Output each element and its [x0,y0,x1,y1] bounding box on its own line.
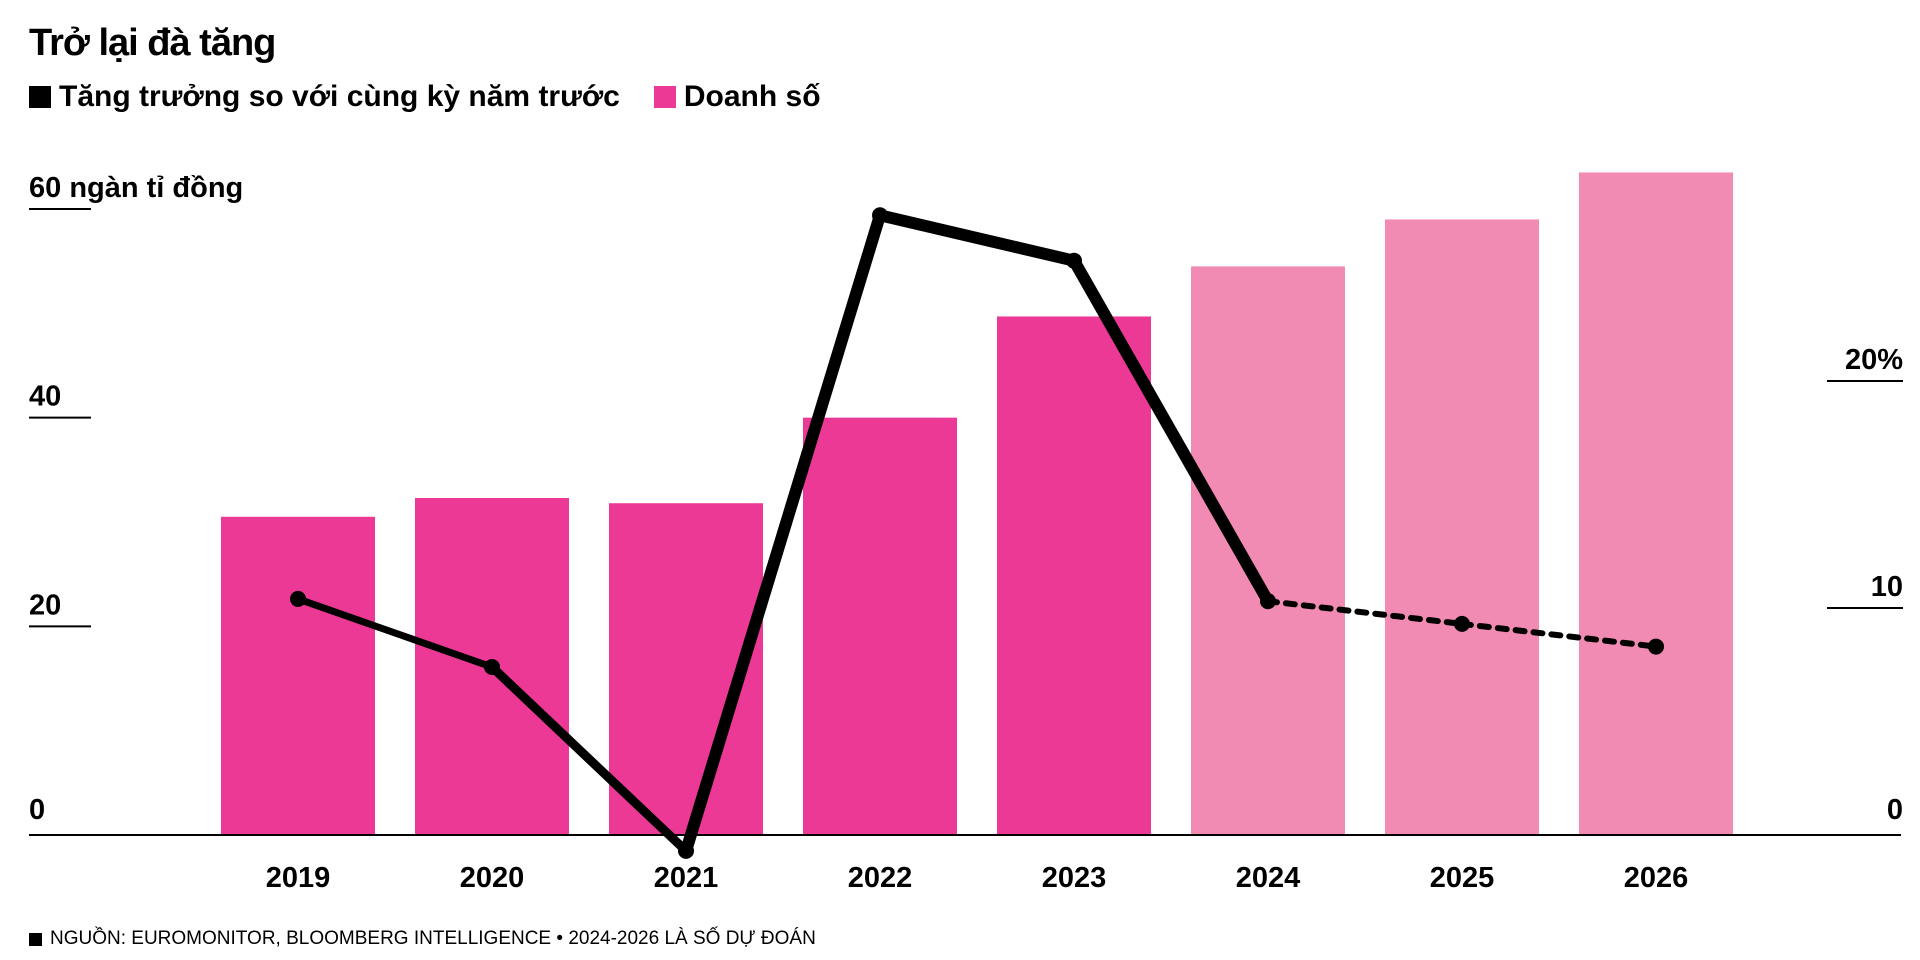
right-tick-label-0: 0 [1887,794,1903,826]
legend-swatch-growth [29,86,51,108]
right-tick-label-10: 10 [1871,571,1903,603]
right-tick-label-20: 20% [1845,344,1903,376]
growth-point-2022 [872,207,888,224]
growth-segment-2025-2026 [1459,620,1659,650]
bar-2023 [997,316,1151,835]
growth-point-2019 [290,590,306,607]
legend-swatch-sales [653,86,676,108]
growth-point-2025 [1454,615,1470,632]
growth-point-2026 [1648,638,1664,655]
x-tick-label-2020: 2020 [460,862,525,894]
growth-segment-2019-2020 [294,595,496,671]
x-tick-label-2026: 2026 [1624,862,1689,894]
growth-segment-2022-2023 [874,209,1080,267]
x-tick-label-2024: 2024 [1236,862,1301,894]
x-tick-label-2022: 2022 [848,862,913,894]
bar-2024 [1191,266,1345,836]
bar-2019 [221,516,375,835]
growth-point-2024 [1260,593,1276,610]
left-tick-label-0: 0 [29,794,45,826]
x-tick-labels: 2019 2020 2021 2022 2023 2024 2025 2026 [266,862,1689,894]
growth-segment-2021-2022 [680,209,886,857]
axes-group: 0 20 40 60 ngàn tỉ đồng 0 10 20% [29,172,1903,836]
x-tick-label-2025: 2025 [1430,862,1495,894]
bar-2025 [1385,219,1539,835]
left-tick-label-20: 20 [29,589,61,621]
growth-point-2023 [1066,252,1082,269]
growth-point-2021 [678,842,694,859]
bar-2022 [803,417,957,835]
legend: Tăng trưởng so với cùng kỳ năm trước Doa… [29,80,855,114]
growth-line-group [290,207,1664,859]
legend-item-growth: Tăng trưởng so với cùng kỳ năm trước [29,80,620,114]
growth-segment-2023-2024 [1068,254,1274,608]
legend-label-sales: Doanh số [683,80,821,113]
footer-square-icon [29,932,42,946]
growth-segment-2020-2021 [487,662,691,856]
growth-point-2020 [484,659,500,676]
legend-item-sales: Doanh số [653,80,821,114]
growth-segment-2024-2025 [1265,598,1465,627]
x-tick-label-2023: 2023 [1042,862,1107,894]
source-note: NGUỒN: EUROMONITOR, BLOOMBERG INTELLIGEN… [29,928,816,950]
bar-group [221,172,1733,836]
left-tick-label-40: 40 [29,381,61,413]
x-tick-label-2019: 2019 [266,862,331,894]
chart-title: Trở lại đà tăng [29,22,276,64]
legend-label-growth: Tăng trưởng so với cùng kỳ năm trước [59,80,620,113]
x-tick-label-2021: 2021 [654,862,719,894]
bar-2026 [1579,172,1733,835]
source-text: NGUỒN: EUROMONITOR, BLOOMBERG INTELLIGEN… [50,928,816,949]
left-tick-label-60: 60 ngàn tỉ đồng [29,172,243,204]
